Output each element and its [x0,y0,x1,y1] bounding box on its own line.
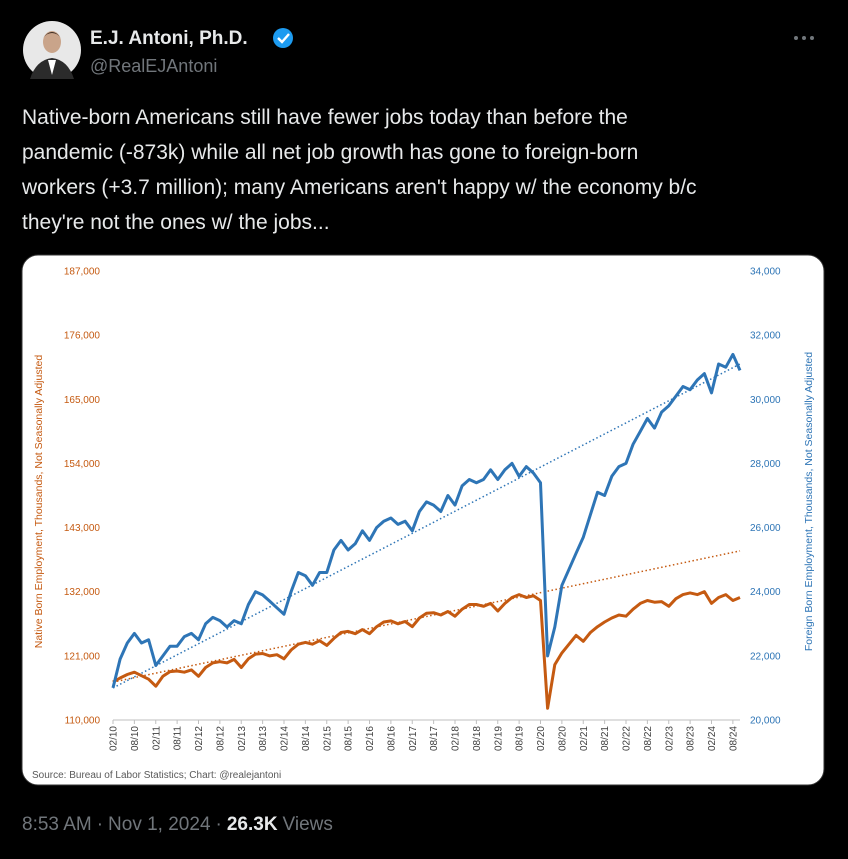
chart-card[interactable] [21,254,825,786]
x-tick-label: 08/19 [515,726,526,751]
text-line: they're not the ones w/ the jobs... [22,211,330,234]
y2-tick-label: 26,000 [750,523,781,534]
x-tick-label: 08/21 [600,726,611,751]
y2-tick-label: 24,000 [750,587,781,598]
y2-tick-label: 34,000 [750,267,781,278]
series-line [112,590,741,710]
source-note: Source: Bureau of Labor Statistics; Char… [32,770,281,781]
x-tick-label: 08/17 [429,726,440,751]
separator: · [97,814,103,835]
x-tick-label: 08/22 [643,726,654,751]
y-tick-label: 176,000 [64,331,101,342]
x-tick-label: 08/23 [686,726,697,751]
chart: 110,000 121,000 132,000 143,000 154,000 165,0… [32,267,815,782]
x-tick-label: 08/12 [215,726,226,751]
tweet-text: Native-born Americans still have fewer j… [21,106,697,234]
trend-line [112,550,741,683]
x-tick-label: 02/24 [707,726,718,751]
x-tick-label: 08/18 [472,726,483,751]
x-tick-label: 08/24 [728,726,739,751]
separator: · [216,814,222,835]
verified-badge [273,28,293,48]
x-tick-label: 02/20 [536,726,547,751]
x-tick-label: 02/18 [451,726,462,751]
y2-axis-title: Foreign Born Employment, Thousands, Not … [803,352,815,651]
x-tick-label: 02/13 [237,726,248,751]
y-tick-label: 132,000 [64,587,101,598]
y-tick-label: 110,000 [65,716,101,727]
y2-tick-label: 20,000 [750,716,781,727]
x-tick-label: 02/12 [194,726,205,751]
x-tick-label: 02/22 [622,726,633,751]
y2-tick-label: 32,000 [750,331,781,342]
x-tick-label: 08/13 [258,726,269,751]
x-tick-label: 02/23 [664,726,675,751]
y-tick-label: 165,000 [64,395,101,406]
x-tick-label: 08/11 [173,726,184,751]
x-tick-label: 08/14 [301,726,312,751]
x-tick-label: 08/20 [557,726,568,751]
y-tick-label: 143,000 [64,523,101,534]
avatar[interactable] [23,21,81,79]
series-line [111,352,742,689]
y-tick-label: 154,000 [64,459,101,470]
y2-tick-label: 30,000 [750,395,781,406]
x-tick-label: 02/16 [365,726,376,751]
text-line: Native-born Americans still have fewer j… [22,106,628,129]
y2-tick-label: 22,000 [750,651,781,662]
view-count: 26.3K [227,814,278,835]
date[interactable]: Nov 1, 2024 [108,814,211,835]
text-line: pandemic (-873k) while all net job growt… [22,141,638,164]
y-tick-label: 121,000 [64,651,101,662]
x-tick-label: 02/11 [151,726,162,751]
x-tick-label: 08/15 [344,726,355,751]
x-tick-label: 02/10 [109,726,120,751]
x-tick-label: 08/10 [130,726,141,751]
x-tick-label: 08/16 [386,726,397,751]
trend-line [112,363,741,689]
x-tick-label: 02/17 [408,726,419,751]
x-tick-label: 02/15 [322,726,333,751]
y-axis-title: Native Born Employment, Thousands, Not S… [33,355,45,649]
footer: 8:53 AM · Nov 1, 2024 · 26.3K Views [22,814,333,835]
more-button[interactable] [794,36,814,40]
author-handle[interactable]: @RealEJAntoni [90,56,217,76]
views-label: Views [283,814,333,835]
x-tick-label: 02/14 [280,726,291,751]
x-tick-label: 02/21 [579,726,590,751]
y-tick-label: 187,000 [64,267,101,278]
y2-tick-label: 28,000 [750,459,781,470]
author-name[interactable]: E.J. Antoni, Ph.D. [90,28,248,49]
x-tick-label: 02/19 [493,726,504,751]
text-line: workers (+3.7 million); many Americans a… [21,176,697,199]
time[interactable]: 8:53 AM [22,814,92,835]
